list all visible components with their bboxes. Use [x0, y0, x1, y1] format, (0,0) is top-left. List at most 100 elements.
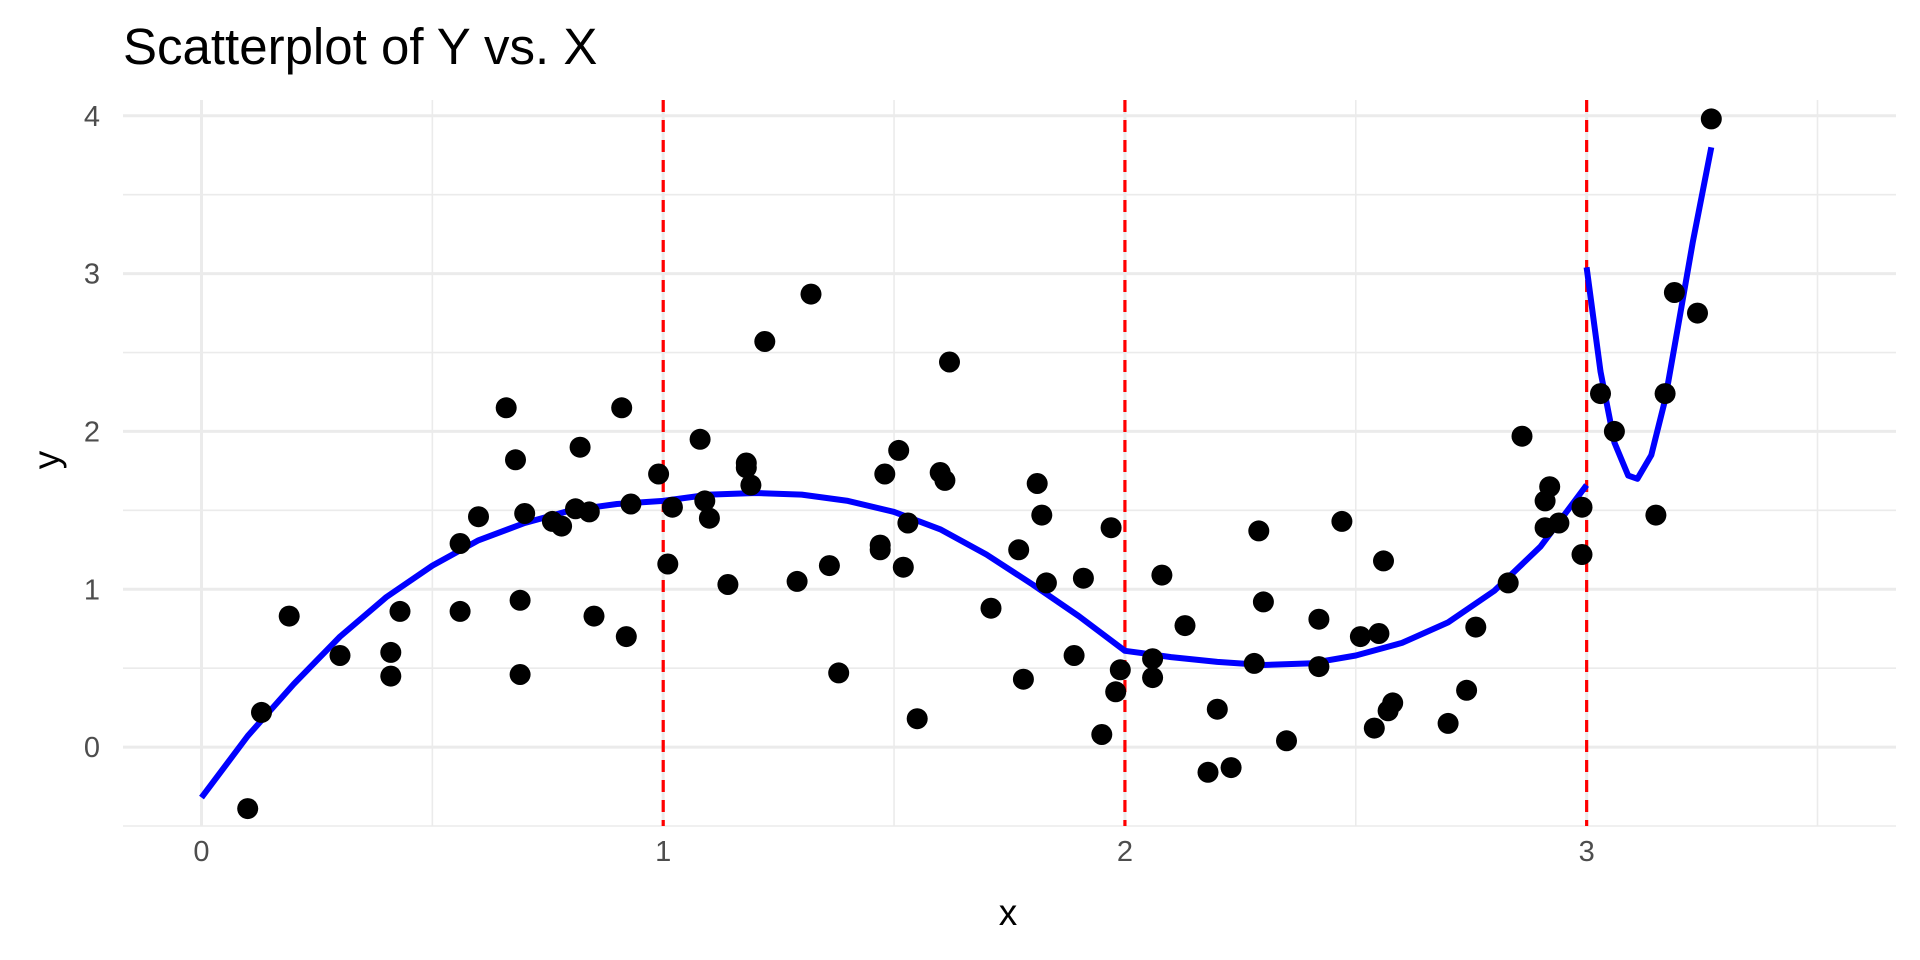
data-point — [551, 515, 573, 537]
x-axis-title: x — [999, 892, 1018, 933]
y-tick-label: 3 — [84, 259, 100, 291]
data-point — [1382, 692, 1404, 714]
tick-labels: 0 1 2 3 0 1 2 3 4 — [84, 101, 1595, 868]
data-point — [1663, 282, 1685, 303]
data-point — [1026, 473, 1048, 494]
data-point — [1220, 757, 1242, 779]
data-point — [1571, 544, 1593, 565]
grid-layer — [123, 100, 1896, 827]
data-point — [449, 600, 471, 622]
data-point — [505, 449, 526, 471]
data-point — [934, 469, 956, 491]
data-point — [1109, 659, 1131, 681]
data-point — [1142, 648, 1164, 670]
data-point — [509, 664, 531, 685]
data-point — [888, 439, 910, 461]
data-point — [251, 701, 272, 723]
data-point — [786, 570, 808, 592]
data-point — [1331, 510, 1353, 532]
data-point — [694, 490, 716, 512]
chart-title: Scatterplot of Y vs. X — [123, 18, 597, 75]
y-tick-label: 2 — [84, 416, 100, 448]
y-tick-label: 1 — [84, 574, 100, 606]
data-point — [1063, 645, 1085, 666]
x-tick-label: 0 — [193, 836, 209, 868]
data-point — [818, 555, 840, 577]
data-point — [1511, 425, 1533, 447]
data-point — [1308, 608, 1330, 630]
x-tick-label: 3 — [1579, 836, 1595, 868]
y-tick-label: 4 — [84, 101, 100, 133]
data-point — [892, 556, 914, 578]
data-point — [1035, 572, 1057, 594]
data-point — [689, 428, 711, 450]
data-point — [1687, 302, 1708, 324]
data-point — [1590, 383, 1611, 405]
x-tick-label: 2 — [1117, 836, 1133, 868]
data-point — [1012, 668, 1034, 690]
data-point — [278, 605, 300, 627]
data-point — [495, 397, 517, 419]
data-point — [329, 645, 351, 666]
data-point — [380, 665, 402, 687]
data-point — [1197, 761, 1219, 783]
data-point — [1276, 730, 1297, 752]
data-point — [1645, 504, 1667, 526]
data-point — [1456, 679, 1478, 701]
data-point — [1206, 698, 1228, 720]
y-axis-title: y — [26, 450, 67, 469]
data-point — [1571, 496, 1593, 518]
data-point — [611, 397, 633, 419]
data-point — [648, 463, 670, 485]
data-point — [1654, 383, 1676, 405]
data-point — [1700, 108, 1722, 130]
data-point — [1142, 667, 1164, 689]
data-point — [828, 662, 850, 684]
knot-lines — [661, 100, 1589, 826]
data-point — [657, 553, 679, 575]
data-point — [1174, 615, 1196, 637]
data-point — [1437, 712, 1459, 734]
data-point — [615, 626, 637, 648]
data-point — [1548, 512, 1570, 534]
data-point — [1349, 626, 1371, 648]
data-point — [509, 589, 531, 611]
data-point — [1539, 476, 1561, 498]
data-point — [980, 597, 1002, 619]
data-point — [1100, 517, 1122, 539]
data-point — [1072, 567, 1094, 589]
data-point — [1497, 572, 1519, 594]
data-point — [514, 503, 536, 524]
data-point — [800, 283, 822, 305]
data-point — [1151, 564, 1173, 586]
data-point — [1465, 616, 1487, 638]
data-point — [1603, 420, 1625, 442]
data-point — [717, 574, 739, 595]
data-point — [754, 331, 776, 352]
data-point — [237, 798, 259, 820]
data-point — [1308, 656, 1330, 678]
fit-segment — [199, 483, 1590, 800]
data-point — [380, 641, 402, 663]
data-point — [906, 708, 928, 730]
data-point — [869, 539, 891, 561]
data-point — [389, 600, 411, 622]
data-point — [1091, 724, 1113, 745]
data-point — [1368, 623, 1390, 644]
data-point — [468, 506, 489, 528]
data-point — [661, 496, 683, 518]
data-point — [897, 512, 919, 534]
data-point — [1008, 539, 1030, 561]
data-point — [1248, 520, 1270, 542]
data-point — [1243, 652, 1265, 674]
data-point — [578, 501, 600, 523]
data-point — [569, 436, 591, 458]
fit-curve — [199, 146, 1715, 800]
data-point — [449, 533, 471, 554]
data-point — [1105, 681, 1127, 703]
data-point — [735, 457, 757, 479]
x-tick-label: 1 — [655, 836, 671, 868]
data-point — [1252, 591, 1274, 613]
y-tick-label: 0 — [84, 732, 100, 764]
